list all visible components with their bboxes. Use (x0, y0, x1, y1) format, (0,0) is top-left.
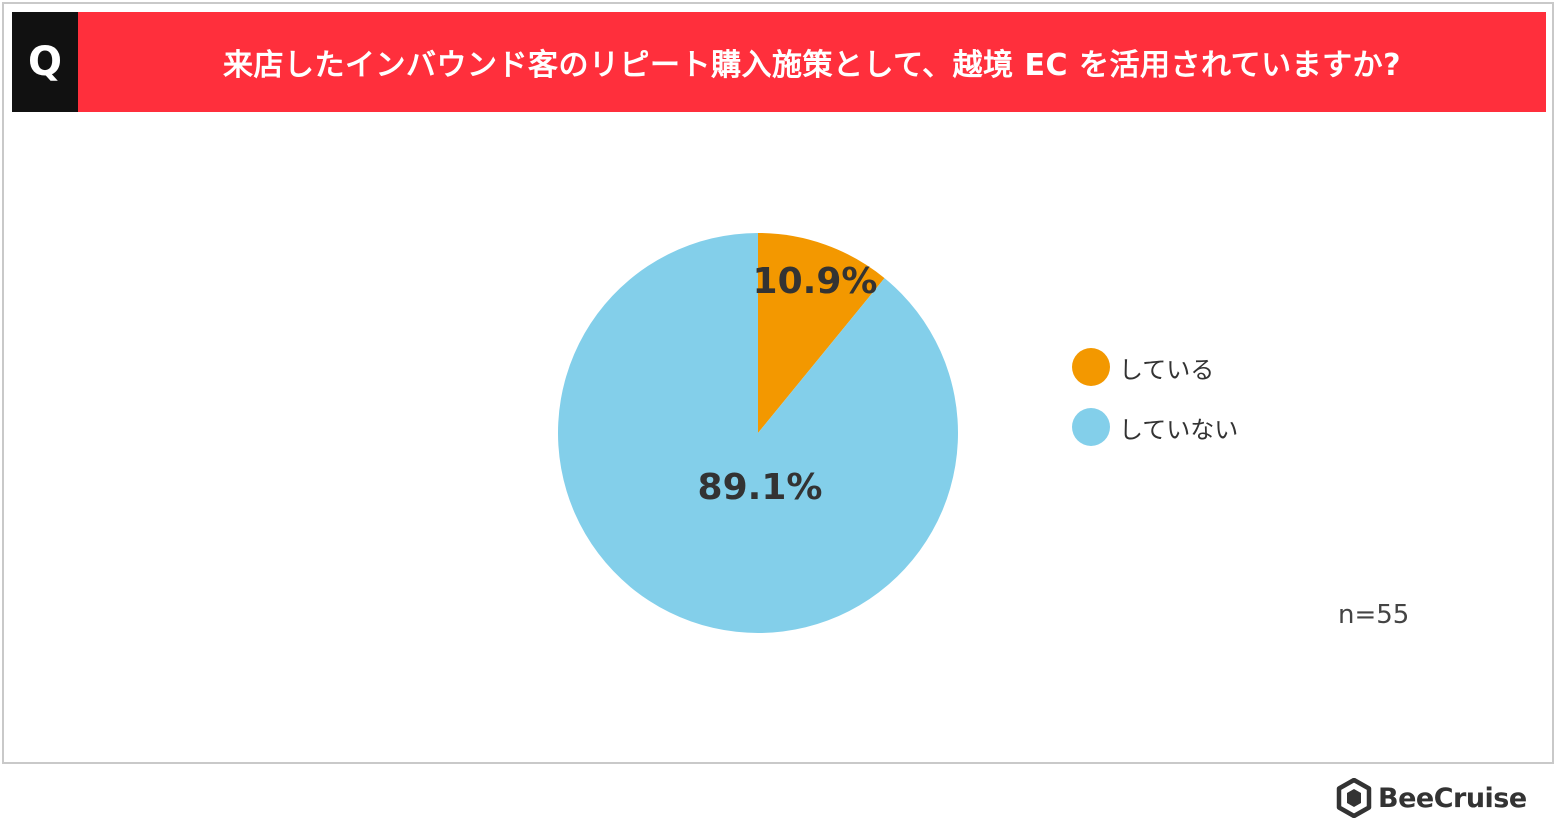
pie-slice-no (558, 233, 959, 633)
legend-label-yes: している (1119, 355, 1215, 384)
legend-item-yes: している (1072, 347, 1238, 387)
pie-slice-yes (758, 233, 885, 433)
sample-size-note: n=55 (1338, 600, 1410, 630)
legend-swatch-yes (1072, 348, 1110, 386)
question-badge: Q (12, 12, 78, 112)
legend-item-no: していない (1072, 407, 1238, 447)
logo-text: BeeCruise (1378, 782, 1527, 814)
chart-legend: している していない (1072, 347, 1238, 467)
data-label-no: 89.1% (698, 467, 823, 508)
brand-logo: BeeCruise (1336, 778, 1527, 818)
question-header: Q 来店したインバウンド客のリピート購入施策として、越境 EC を活用されていま… (12, 12, 1546, 112)
question-title: 来店したインバウンド客のリピート購入施策として、越境 EC を活用されていますか… (78, 12, 1546, 112)
legend-swatch-no (1072, 408, 1110, 446)
hexagon-logo-icon (1336, 778, 1372, 818)
data-label-yes: 10.9% (753, 261, 878, 302)
legend-label-no: していない (1119, 415, 1239, 444)
